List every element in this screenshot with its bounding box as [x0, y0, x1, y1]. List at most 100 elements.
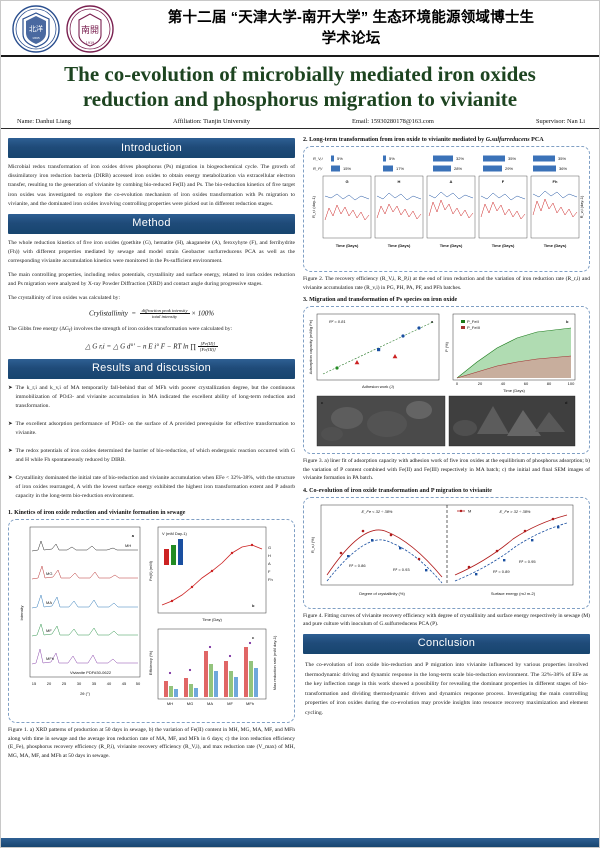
- figure1-panel-b-inset-label: V (mM Day-1): [162, 531, 188, 536]
- poster-header: 北洋 1895 南開 1919 第十二届 “天津大学-南开大学” 生态环境能源领…: [1, 1, 599, 57]
- figure2-rate-panels: G H A: [322, 176, 580, 239]
- svg-text:G: G: [268, 545, 271, 550]
- figure1-panel-b-label: b: [252, 603, 255, 608]
- gibbs-formula: △ G r,i = △ G d°′ − n E i° F − RT ln ∏ […: [8, 341, 295, 353]
- results-bullet-list: ➤ The k_r,i and k_v,i of MA temporarily f…: [8, 384, 295, 506]
- svg-text:35: 35: [92, 681, 97, 686]
- figure3-panel-a-xlabel: Adhesion work (J): [362, 384, 395, 389]
- figure3-panel-a-r2: R² = 0.81: [329, 319, 346, 324]
- author-email: Email: 15930280178@163.com: [352, 118, 434, 126]
- svg-text:5%: 5%: [337, 156, 343, 161]
- logo-group: 北洋 1895 南開 1919: [11, 4, 115, 54]
- author-name: Name: Danhui Liang: [17, 118, 71, 126]
- gibbs-numerator: [Fe(II)]: [197, 341, 218, 348]
- crystallinity-formula: Crylistallinity = diffraction peak inten…: [88, 307, 215, 320]
- poster-columns: Introduction Microbial redox transformat…: [1, 129, 599, 765]
- figure1-xrd-ylabel: Intensity: [19, 606, 24, 621]
- figure2-row2-label: R_P,i: [313, 166, 322, 171]
- svg-text:H: H: [268, 553, 271, 558]
- page-title: The co-evolution of microbially mediated…: [15, 62, 585, 112]
- svg-text:40: 40: [107, 681, 112, 686]
- figure1-panel-a-label: a: [132, 533, 135, 538]
- crystallinity-formula-tail: × 100%: [191, 309, 215, 318]
- figure1-panel-b-ylabel: Fe(II) (mM): [148, 560, 153, 581]
- conference-title-line2: 学术论坛: [321, 31, 381, 47]
- figure1-xrd-series-label-mg: MG: [46, 571, 52, 576]
- svg-text:MH: MH: [167, 701, 173, 706]
- svg-text:Time (Days): Time (Days): [492, 243, 515, 248]
- figure1-panel-b-legend: G H A F Fh: [268, 545, 273, 582]
- svg-text:A: A: [268, 561, 271, 566]
- gibbs-fraction: [Fe(II)] [Fe(III)]: [197, 341, 218, 353]
- svg-text:MF: MF: [227, 701, 233, 706]
- results-bullet-text: Crystallinity dominated the initial rate…: [15, 475, 295, 500]
- results-bullet-text: The k_r,i and k_v,i of MA temporarily fa…: [15, 384, 295, 409]
- figure4-annotation-left: E_Fe < 32 ÷ 38%: [362, 509, 393, 514]
- introduction-paragraph: Microbial redox transformation of iron o…: [8, 164, 295, 207]
- gibbs-formula-main: △ G r,i = △ G d°′ − n E i° F − RT ln ∏: [85, 342, 196, 351]
- bullet-arrow-icon: ➤: [8, 447, 13, 454]
- bullet-arrow-icon: ➤: [8, 384, 13, 391]
- list-item: ➤ Crystallinity dominated the initial rat…: [8, 474, 295, 506]
- figure1-xrd-series-label-mf: MF: [46, 628, 52, 633]
- svg-text:32%: 32%: [456, 156, 464, 161]
- section-heading-method: Method: [8, 213, 295, 234]
- svg-text:H: H: [398, 179, 401, 184]
- bullet-arrow-icon: ➤: [8, 420, 13, 427]
- figure4-r2-1: R² = 0.86: [349, 563, 366, 568]
- figure1-xrd-series-label-mfh: MFh: [46, 656, 54, 661]
- figure4-annotation-right: E_Fe > 32 ÷ 38%: [500, 509, 531, 514]
- figure4-r2-2: R² = 0.93: [393, 567, 410, 572]
- conclusion-paragraph: The co-evolution of iron oxide bio-reduc…: [305, 661, 588, 716]
- left-column: Introduction Microbial redox transformat…: [8, 134, 295, 765]
- results-bullet-text: The redox potentials of iron oxides dete…: [15, 447, 295, 463]
- crystallinity-fraction: diffraction peak intensity total intensi…: [139, 308, 190, 320]
- figure4-xlabel-right: Surface energy (mJ m-2): [491, 591, 536, 596]
- svg-text:36%: 36%: [559, 166, 567, 171]
- section-heading-introduction: Introduction: [8, 138, 295, 159]
- figure2-ylabel-right: R_v,i (day-1): [579, 195, 584, 218]
- figure1-panel-b-inset-bars: [164, 539, 183, 566]
- svg-text:60: 60: [524, 381, 529, 386]
- figure2-chart: R_V,i R_P,i 5% 5% 32% 35% 35%: [311, 155, 584, 248]
- figure3-panel-b-ylabel: P (%): [444, 342, 449, 353]
- svg-text:35%: 35%: [508, 156, 516, 161]
- page-title-line1: The co-evolution of microbially mediated…: [64, 62, 536, 86]
- svg-text:100: 100: [568, 381, 575, 386]
- figure1-panel-c-scatter: [168, 642, 252, 675]
- figure3-panel-c-label: c: [321, 400, 324, 405]
- svg-text:28%: 28%: [454, 166, 462, 171]
- svg-text:南開: 南開: [81, 24, 99, 36]
- svg-text:Time (Days): Time (Days): [336, 243, 359, 248]
- figure4-ylabel: R_v,i (%): [310, 536, 315, 553]
- svg-text:0: 0: [456, 381, 459, 386]
- svg-text:20: 20: [47, 681, 52, 686]
- figure1-container: a MH MG MA MF MFh Vivianite PDF#30-0622: [8, 519, 295, 724]
- gibbs-denominator: [Fe(III)]: [199, 347, 216, 353]
- figure2-number-italic: G.sulfurreducens: [485, 137, 530, 144]
- svg-text:Time (Days): Time (Days): [544, 243, 567, 248]
- figure3-panel-b-label: b: [566, 319, 569, 324]
- svg-text:45: 45: [122, 681, 127, 686]
- figure1-xrd-series-label-ma: MA: [46, 600, 52, 605]
- gibbs-intro-b: ) involves the strength of iron oxides t…: [70, 326, 233, 333]
- svg-text:Fh: Fh: [268, 577, 273, 582]
- figure1-panel-c-bars: [164, 647, 258, 698]
- svg-text:20: 20: [478, 381, 483, 386]
- figure1-panel-c-label: c: [252, 635, 255, 640]
- figure1-panel-c-ylabel-right: Max reduction rate (mM day-1): [272, 635, 277, 690]
- figure1-panel-b-xlabel: Time (Day): [202, 617, 222, 622]
- svg-text:17%: 17%: [396, 166, 404, 171]
- figure1-panel-c-xticks: MH MG MA MF MFh: [167, 701, 254, 706]
- figure2-row1-label: R_V,i: [313, 156, 323, 161]
- crystallinity-formula-lhs: Crylistallinity: [88, 309, 128, 318]
- gibbs-intro-sub: f: [68, 329, 71, 335]
- svg-text:MG: MG: [187, 701, 193, 706]
- svg-text:80: 80: [547, 381, 552, 386]
- figure1-chart: a MH MG MA MF MFh Vivianite PDF#30-0622: [19, 526, 277, 706]
- figure2-progress-row1: 5% 5% 32% 35% 35%: [331, 155, 566, 162]
- figure3-panel-a-ylabel: Adsorption capacity (mM/g Fe): [308, 320, 313, 375]
- svg-text:1919: 1919: [86, 41, 95, 45]
- conference-title: 第十二届 “天津大学-南开大学” 生态环境能源领域博士生 学术论坛: [115, 8, 593, 50]
